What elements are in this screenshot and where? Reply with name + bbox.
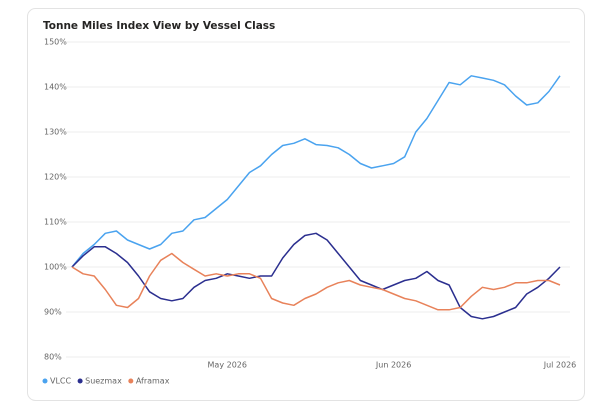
y-tick-label: 150%: [44, 38, 67, 47]
y-tick-label: 100%: [44, 263, 67, 272]
x-tick-label: Jun 2026: [375, 361, 411, 370]
chart-title: Tonne Miles Index View by Vessel Class: [43, 20, 275, 32]
legend-marker: [77, 378, 83, 384]
legend-marker: [42, 378, 48, 384]
y-tick-label: 120%: [44, 173, 67, 182]
legend-label: Suezmax: [85, 377, 122, 386]
y-tick-label: 140%: [44, 83, 67, 92]
card: [27, 8, 585, 401]
y-tick-label: 90%: [44, 308, 62, 317]
series-line: [71, 252, 561, 311]
legend-label: Aframax: [136, 377, 170, 386]
x-tick-label: Jul 2026: [543, 361, 577, 370]
legend-label: VLCC: [50, 377, 72, 386]
series-line: [71, 75, 561, 268]
legend-marker: [128, 378, 134, 384]
series-line: [71, 232, 561, 320]
y-tick-label: 110%: [44, 218, 67, 227]
x-tick-label: May 2026: [208, 361, 247, 370]
y-tick-label: 80%: [44, 353, 62, 362]
y-tick-label: 130%: [44, 128, 67, 137]
